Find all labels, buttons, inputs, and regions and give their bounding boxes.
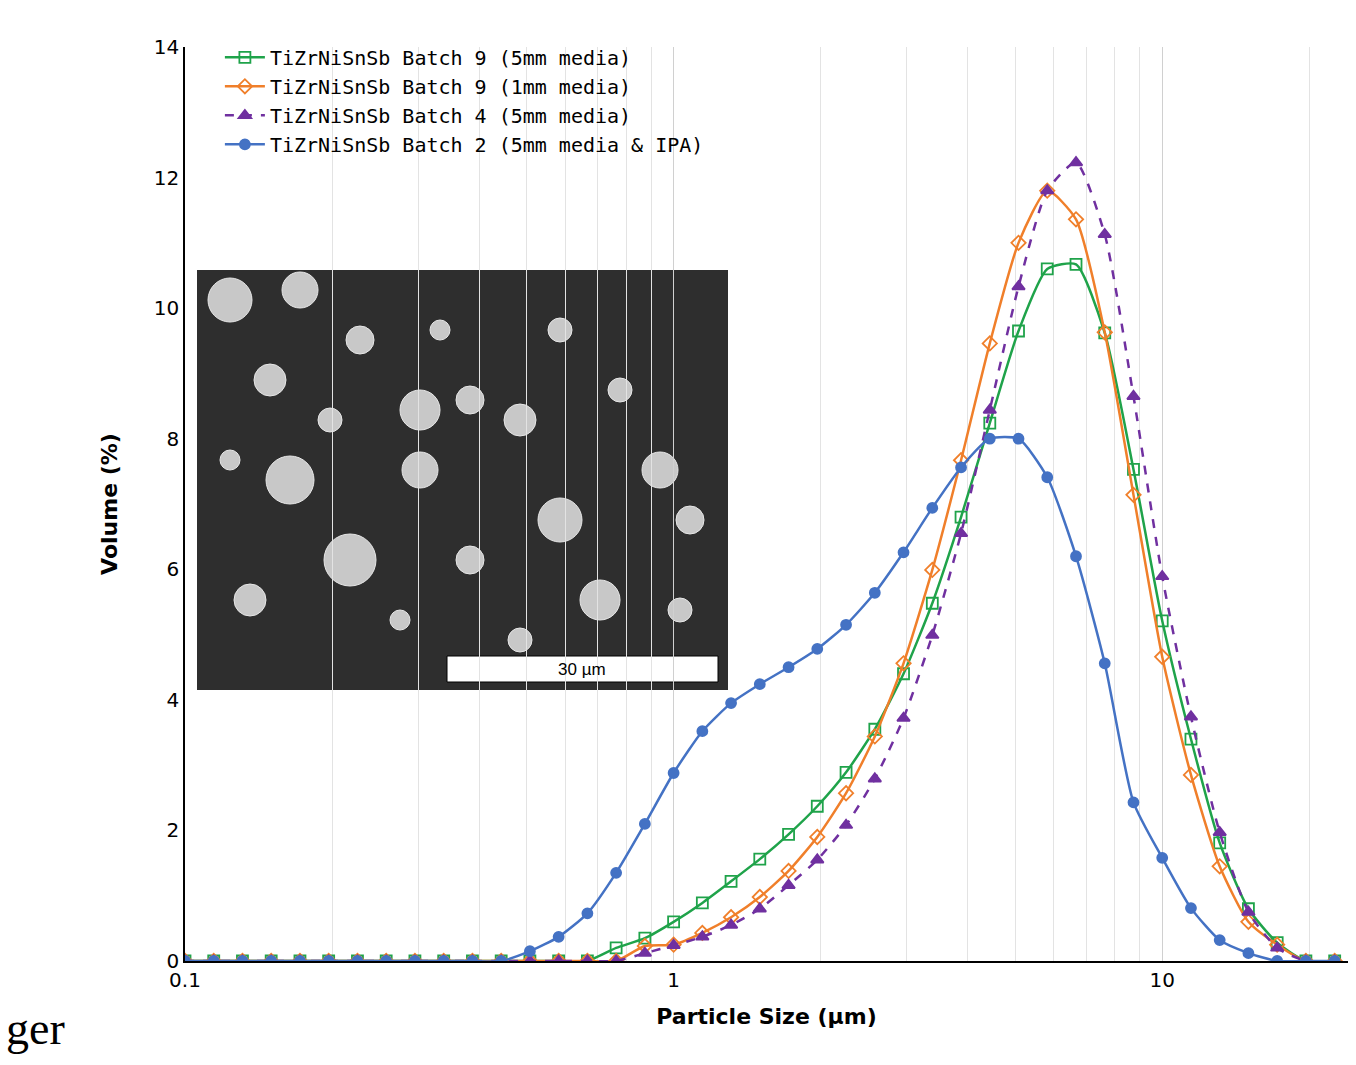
svg-text:Volume (%): Volume (%) bbox=[97, 433, 122, 575]
svg-text:TiZrNiSnSb Batch 9 (1mm media): TiZrNiSnSb Batch 9 (1mm media) bbox=[270, 75, 631, 99]
svg-text:10: 10 bbox=[1149, 968, 1174, 992]
svg-text:ger: ger bbox=[6, 1003, 65, 1054]
svg-text:2: 2 bbox=[167, 818, 180, 842]
svg-text:1: 1 bbox=[667, 968, 680, 992]
svg-text:12: 12 bbox=[154, 166, 179, 190]
svg-text:Particle Size (µm): Particle Size (µm) bbox=[656, 1004, 876, 1029]
svg-text:14: 14 bbox=[154, 35, 179, 59]
svg-text:30 µm: 30 µm bbox=[558, 660, 606, 679]
svg-text:0.1: 0.1 bbox=[169, 968, 201, 992]
svg-text:10: 10 bbox=[154, 296, 179, 320]
svg-text:8: 8 bbox=[167, 427, 180, 451]
svg-text:TiZrNiSnSb Batch 9 (5mm media): TiZrNiSnSb Batch 9 (5mm media) bbox=[270, 46, 631, 70]
svg-text:4: 4 bbox=[167, 688, 180, 712]
svg-text:0: 0 bbox=[167, 949, 180, 973]
svg-text:6: 6 bbox=[167, 557, 180, 581]
svg-text:TiZrNiSnSb Batch 4 (5mm media): TiZrNiSnSb Batch 4 (5mm media) bbox=[270, 104, 631, 128]
svg-text:TiZrNiSnSb Batch 2 (5mm media: TiZrNiSnSb Batch 2 (5mm media & IPA) bbox=[270, 133, 703, 157]
